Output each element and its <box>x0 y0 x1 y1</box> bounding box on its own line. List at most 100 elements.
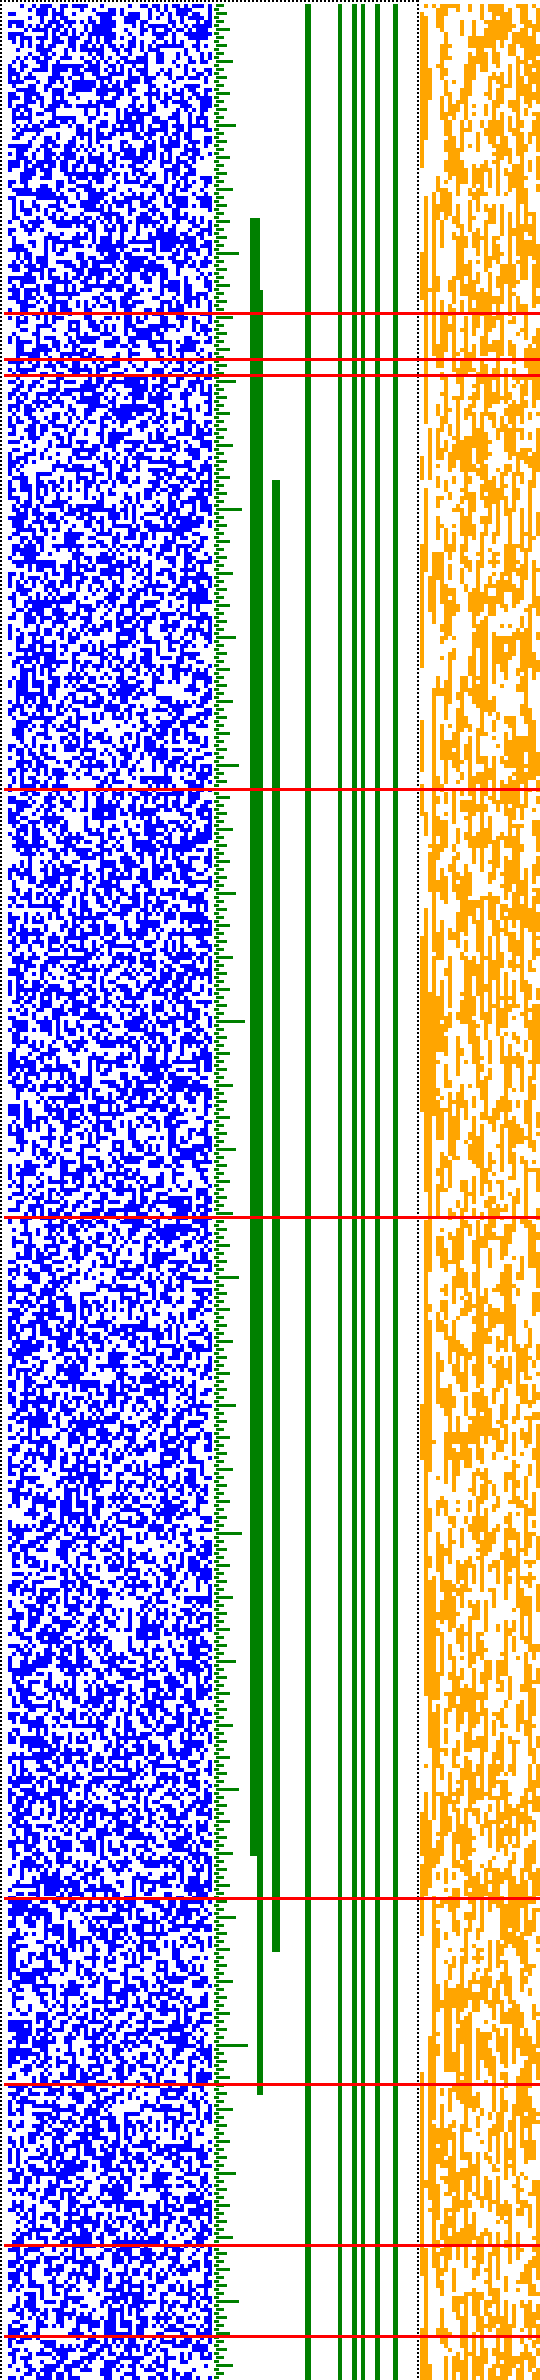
border-dot <box>0 1772 2 1774</box>
bit-run <box>52 596 56 600</box>
divider-dot <box>417 1452 419 1454</box>
divider-dot <box>417 1684 419 1686</box>
bit-run <box>20 708 24 712</box>
bit-run <box>208 964 212 968</box>
divider-dot <box>417 208 419 210</box>
border-dot <box>0 1304 2 1306</box>
bit-run <box>60 488 64 492</box>
bit-run <box>36 764 48 768</box>
bit-run <box>28 900 32 904</box>
bit-run <box>184 548 188 552</box>
bit-run <box>204 752 212 756</box>
divider-dot <box>417 548 419 550</box>
divider-dot <box>417 1824 419 1826</box>
bit-run <box>88 144 92 148</box>
bit-run <box>12 560 56 564</box>
bit-run <box>40 964 48 968</box>
bit-run <box>80 1036 84 1040</box>
bit-run <box>152 684 156 688</box>
bit-run <box>8 928 16 932</box>
bit-run <box>200 56 204 60</box>
bit-run <box>160 928 164 932</box>
bit-run <box>36 1076 40 1080</box>
border-dot <box>0 1860 2 1862</box>
bit-run <box>152 872 164 876</box>
divider-dot <box>417 48 419 50</box>
divider-dot <box>417 1972 419 1974</box>
divider-dot <box>417 760 419 762</box>
bit-run <box>140 532 148 536</box>
bit-run <box>180 724 188 728</box>
divider-dot <box>417 1128 419 1130</box>
bit-run <box>172 224 176 228</box>
bit-run <box>40 648 44 652</box>
bit-run <box>204 284 212 288</box>
bit-run <box>200 816 212 820</box>
bit-run <box>208 584 212 588</box>
bit-run <box>72 924 80 928</box>
bit-run <box>44 980 48 984</box>
bit-run <box>100 712 104 716</box>
bit-run <box>68 632 72 636</box>
bit-run <box>176 220 180 224</box>
bit-run <box>16 688 28 692</box>
bit-run <box>16 320 28 324</box>
bit-run <box>8 1016 16 1020</box>
bit-run <box>208 404 212 408</box>
bit-run <box>172 176 176 180</box>
bit-run <box>20 784 36 788</box>
bit-run <box>132 516 136 520</box>
divider-dot <box>417 1276 419 1278</box>
bit-run <box>140 152 148 156</box>
divider-dotted-line <box>417 0 419 2378</box>
bit-run <box>120 248 124 252</box>
bit-run <box>132 1048 140 1052</box>
divider-dot <box>417 732 419 734</box>
divider-dot <box>417 1272 419 1274</box>
bit-run <box>140 756 144 760</box>
bit-run <box>156 188 164 192</box>
bit-run <box>8 184 12 188</box>
bit-run <box>16 1092 20 1096</box>
bit-run <box>200 440 212 444</box>
border-dot <box>0 372 2 374</box>
divider-dot <box>417 1336 419 1338</box>
bit-run <box>148 8 152 12</box>
divider-dot <box>417 1168 419 1170</box>
bit-run <box>60 584 64 588</box>
border-dot <box>308 0 310 2</box>
bit-run <box>200 976 204 980</box>
border-dot <box>0 1512 2 1514</box>
bit-run <box>188 860 192 864</box>
bit-run <box>168 12 172 16</box>
bit-run <box>20 436 24 440</box>
divider-dot <box>417 2048 419 2050</box>
divider-dot <box>417 1460 419 1462</box>
bit-run <box>188 772 192 776</box>
bit-run <box>76 1020 80 1024</box>
bit-run <box>12 1120 16 1124</box>
border-dot <box>0 1568 2 1570</box>
bit-run <box>108 64 116 68</box>
bit-run <box>176 268 180 272</box>
border-dot <box>0 1496 2 1498</box>
bit-run <box>28 112 32 116</box>
bit-run <box>180 920 184 924</box>
divider-dot <box>417 340 419 342</box>
bit-run <box>152 588 156 592</box>
bit-run <box>180 88 184 92</box>
divider-dot <box>417 1024 419 1026</box>
bit-run <box>136 232 140 236</box>
border-dot <box>0 1776 2 1778</box>
bit-run <box>64 836 84 840</box>
bit-run <box>76 504 104 508</box>
bit-run <box>120 1072 128 1076</box>
bit-run <box>176 128 184 132</box>
border-dot <box>0 1948 2 1950</box>
bit-run <box>112 780 124 784</box>
bit-run <box>164 364 168 368</box>
bit-run <box>8 808 12 812</box>
bit-run <box>144 492 152 496</box>
border-dot <box>0 2312 2 2314</box>
border-dot <box>0 428 2 430</box>
